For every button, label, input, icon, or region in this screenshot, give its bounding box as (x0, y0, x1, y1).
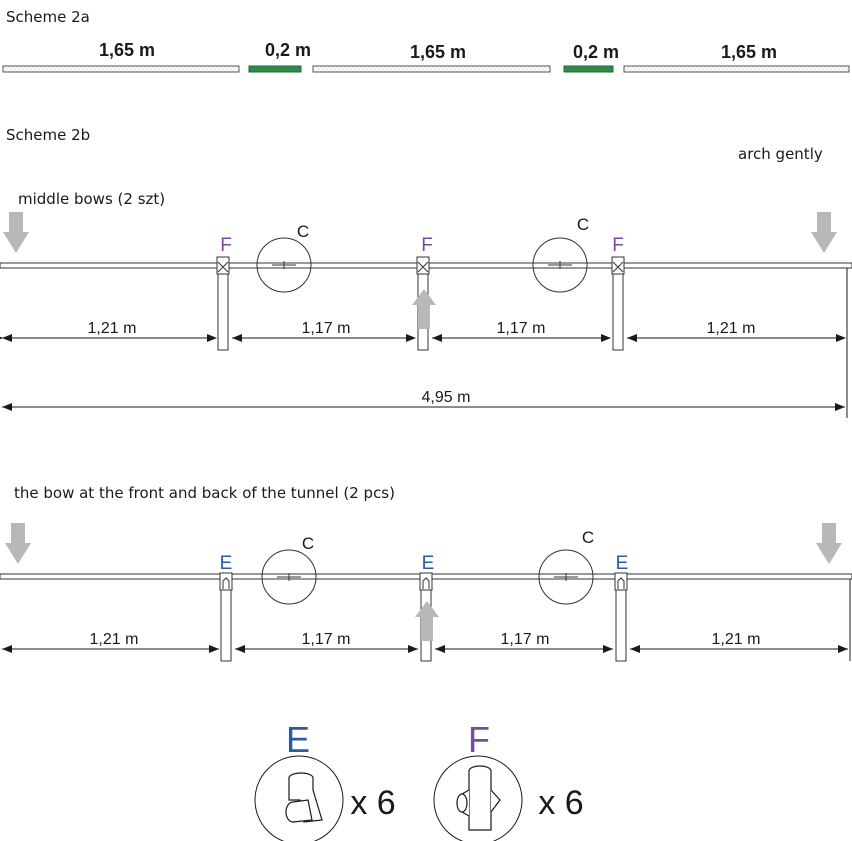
part-letter: F (468, 719, 490, 760)
joint-letter-e: E (422, 553, 435, 574)
push-up-arrow-icon (415, 601, 439, 641)
e-joint (419, 572, 433, 591)
middle-bows-caption: middle bows (2 szt) (18, 190, 165, 208)
part-circle (433, 755, 523, 841)
joint-letter-f: F (220, 235, 232, 256)
segment-label: 1,65 m (410, 42, 466, 62)
press-down-arrow-icon (816, 523, 842, 564)
segment-label: 1,65 m (99, 40, 155, 60)
pipe-segment (312, 65, 551, 73)
dimension-label: 1,17 m (501, 631, 550, 648)
scheme-2a: Scheme 2a 1,65 m 0,2 m 1,65 m 0,2 m 1,65… (2, 8, 850, 73)
circle-letter-c: C (582, 528, 594, 547)
pipe-segment (623, 65, 850, 73)
middle-bows-diagram: middle bows (2 szt) F F F C (0, 190, 852, 418)
connector-segment (563, 65, 614, 73)
part-quantity: x 6 (538, 784, 583, 822)
joint-letter-e: E (220, 553, 233, 574)
circle-letter-c: C (577, 215, 589, 234)
dimension-label: 1,17 m (302, 320, 351, 337)
joint-letter-f: F (612, 235, 624, 256)
e-joint (614, 572, 628, 591)
scheme-2b-title: Scheme 2b (6, 126, 90, 144)
circle-letter-c: C (297, 222, 309, 241)
f-joint (216, 256, 230, 275)
cross-section-circle (532, 237, 588, 293)
e-joint (219, 572, 233, 591)
dimension-label: 1,21 m (712, 631, 761, 648)
parts-legend: E x 6 F x 6 (254, 719, 584, 841)
vertical-pipe (220, 578, 232, 662)
front-back-caption: the bow at the front and back of the tun… (14, 484, 395, 502)
dimension-label: 1,21 m (707, 320, 756, 337)
cross-section-circle (261, 549, 317, 605)
segment-label: 1,65 m (721, 42, 777, 62)
scheme-2a-title: Scheme 2a (6, 8, 90, 26)
segment-label: 0,2 m (265, 40, 311, 60)
f-joint (416, 256, 430, 275)
arch-note: arch gently (738, 145, 823, 163)
vertical-pipe (615, 578, 627, 662)
dimension-label: 1,21 m (90, 631, 139, 648)
vertical-pipe (612, 267, 624, 351)
pipe-segment (2, 65, 240, 73)
press-down-arrow-icon (3, 212, 29, 253)
circle-letter-c: C (302, 534, 314, 553)
tee-connector-icon (285, 772, 323, 823)
cross-connector-icon (456, 765, 501, 831)
connector-segment (248, 65, 302, 73)
dimension-label: 1,17 m (497, 320, 546, 337)
part-e: E x 6 (254, 719, 396, 841)
part-letter: E (286, 719, 310, 760)
part-quantity: x 6 (350, 784, 395, 822)
part-f: F x 6 (433, 719, 584, 841)
press-down-arrow-icon (811, 212, 837, 253)
vertical-pipe (217, 267, 229, 351)
segment-label: 0,2 m (573, 42, 619, 62)
part-circle (254, 755, 344, 841)
front-back-bows-diagram: the bow at the front and back of the tun… (0, 484, 852, 662)
joint-letter-f: F (421, 235, 433, 256)
joint-letter-e: E (616, 553, 629, 574)
dimension-label: 1,21 m (88, 320, 137, 337)
push-up-arrow-icon (412, 289, 436, 329)
cross-section-circle (256, 237, 312, 293)
total-dimension-label: 4,95 m (422, 389, 471, 406)
f-joint (611, 256, 625, 275)
press-down-arrow-icon (5, 523, 31, 564)
cross-section-circle (538, 549, 594, 605)
dimension-label: 1,17 m (302, 631, 351, 648)
